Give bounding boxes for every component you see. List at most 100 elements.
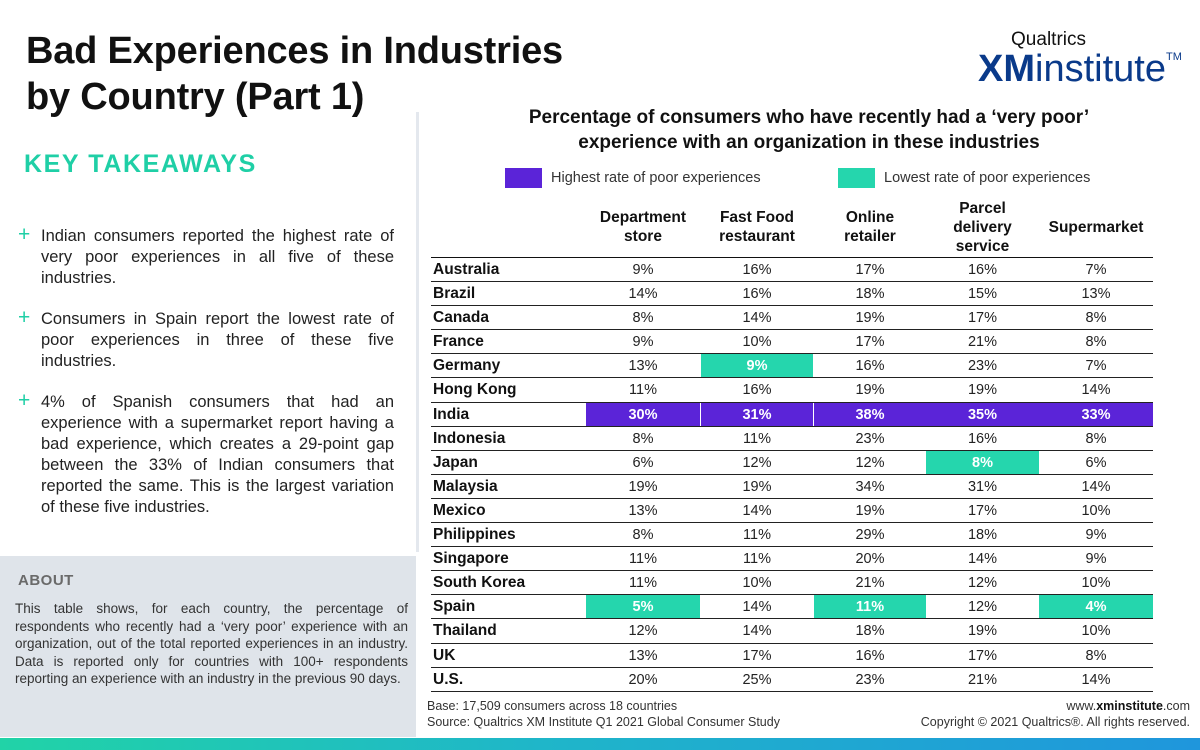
table-row: France 9% 10% 17% 21% 8%: [431, 330, 1153, 355]
value-cell: 19%: [855, 502, 885, 519]
value-cell: 14%: [967, 551, 998, 568]
value-cell: 9%: [632, 334, 654, 351]
value-cell: 8%: [1085, 310, 1107, 327]
table-row: Mexico 13% 14% 19% 17% 10%: [431, 499, 1153, 524]
value-cell: 6%: [632, 454, 654, 471]
value-cell: 9%: [1085, 551, 1107, 568]
value-cell: 19%: [628, 478, 658, 495]
value-cell-lowest: 5%: [586, 595, 700, 619]
table-row: Japan 6% 12% 12% 8% 6%: [431, 450, 1153, 475]
about-text: This table shows, for each country, the …: [15, 601, 408, 686]
value-cell: 16%: [742, 262, 772, 278]
copyright: Copyright © 2021 Qualtrics®. All rights …: [920, 715, 1190, 729]
country-label: France: [433, 333, 484, 351]
table-row: Hong Kong 11% 16% 19% 19% 14%: [431, 378, 1153, 403]
value-cell: 17%: [967, 647, 998, 664]
table-row: UK 13% 17% 16% 17% 8%: [431, 644, 1153, 668]
logo-xm-institute: XMinstituteTM: [978, 50, 1182, 88]
country-label: Australia: [433, 261, 500, 278]
value-cell-lowest: 9%: [701, 354, 813, 378]
value-cell: 13%: [628, 647, 658, 664]
takeaway-text: 4% of Spanish consumers that had an expe…: [41, 393, 394, 516]
logo-trademark: TM: [1165, 51, 1182, 63]
country-label: Thailand: [433, 622, 497, 640]
value-cell: 17%: [967, 310, 998, 327]
takeaway-text: Consumers in Spain report the lowest rat…: [41, 310, 394, 370]
country-label: Spain: [433, 598, 476, 616]
country-label: Singapore: [433, 550, 509, 568]
table-row: India 30% 31% 38% 35% 33%: [431, 402, 1153, 427]
value-cell: 18%: [855, 623, 885, 640]
value-cell: 9%: [1085, 527, 1107, 544]
column-header: Department store: [599, 209, 687, 245]
legend-highest-swatch: [505, 168, 542, 188]
value-cell: 11%: [743, 430, 771, 447]
value-cell: 20%: [855, 551, 885, 568]
value-cell: 8%: [1085, 647, 1107, 664]
value-cell: 19%: [967, 623, 998, 640]
column-header: Online retailer: [844, 209, 896, 245]
page-title-line-2: by Country (Part 1): [26, 76, 365, 118]
chart-legend: Highest rate of poor experiences Lowest …: [505, 168, 1125, 190]
table-row: Australia 9% 16% 17% 16% 7%: [431, 258, 1153, 283]
table-row: Indonesia 8% 11% 23% 16% 8%: [431, 427, 1153, 451]
value-cell: 16%: [742, 382, 772, 399]
footer-notes: Base: 17,509 consumers across 18 countri…: [427, 698, 780, 730]
value-cell: 23%: [967, 358, 998, 375]
takeaways-list: + Indian consumers reported the highest r…: [18, 224, 394, 538]
value-cell: 13%: [628, 358, 658, 375]
value-cell: 14%: [742, 599, 772, 616]
value-cell: 14%: [1081, 382, 1111, 399]
value-cell: 23%: [855, 671, 885, 688]
plus-icon: +: [18, 306, 31, 329]
country-label: Japan: [433, 453, 478, 471]
value-cell: 8%: [632, 527, 654, 544]
value-cell-highest: 30%: [586, 402, 700, 426]
value-cell: 17%: [742, 647, 772, 664]
table-row: Brazil 14% 16% 18% 15% 13%: [431, 282, 1153, 307]
value-cell: 11%: [629, 575, 657, 592]
table-row: Thailand 12% 14% 18% 19% 10%: [431, 619, 1153, 644]
value-cell: 17%: [855, 262, 885, 278]
table-row: Philippines 8% 11% 29% 18% 9%: [431, 523, 1153, 548]
value-cell-highest: 31%: [701, 402, 813, 426]
legend-highest-label: Highest rate of poor experiences: [551, 170, 761, 186]
source-note: Source: Qualtrics XM Institute Q1 2021 G…: [427, 715, 780, 729]
country-label: India: [433, 405, 470, 423]
footer-right: www.xminstitute.com Copyright © 2021 Qua…: [921, 698, 1190, 730]
value-cell: 8%: [632, 430, 654, 447]
value-cell: 31%: [967, 478, 998, 495]
website-link[interactable]: www.xminstitute.com: [921, 698, 1190, 714]
value-cell: 7%: [1085, 262, 1107, 278]
value-cell: 19%: [855, 310, 885, 327]
takeaway-item: +4% of Spanish consumers that had an exp…: [18, 390, 394, 518]
value-cell: 16%: [855, 647, 885, 664]
table-row: Singapore 11% 11% 20% 14% 9%: [431, 547, 1153, 572]
value-cell: 16%: [742, 286, 772, 303]
takeaway-item: + Consumers in Spain report the lowest ra…: [18, 306, 394, 372]
qualtrics-xm-institute-logo: Qualtrics XMinstituteTM: [978, 30, 1182, 89]
value-cell: 18%: [855, 286, 885, 303]
table-row: Malaysia 19% 19% 34% 31% 14%: [431, 475, 1153, 499]
column-header: Supermarket: [1048, 218, 1144, 236]
value-cell: 14%: [742, 310, 772, 327]
value-cell: 14%: [742, 623, 772, 640]
country-label: Malaysia: [433, 477, 498, 495]
value-cell: 10%: [742, 334, 772, 351]
table-header: Department store Fast Food restaurant Onli…: [431, 196, 1153, 258]
value-cell: 13%: [1081, 286, 1111, 303]
legend-lowest: Lowest rate of poor experiences: [838, 168, 1090, 188]
value-cell: 29%: [855, 527, 885, 544]
value-cell: 10%: [1081, 623, 1111, 640]
table-row: Germany 13% 9% 16% 23% 7%: [431, 354, 1153, 379]
page-title-line-1: Bad Experiences in Industries: [26, 30, 563, 72]
value-cell: 21%: [967, 334, 998, 351]
country-label: Germany: [433, 357, 501, 375]
value-cell: 9%: [632, 262, 654, 278]
country-label: South Korea: [433, 574, 526, 592]
value-cell: 18%: [967, 527, 998, 544]
bottom-gradient-bar: [0, 738, 1200, 750]
value-cell: 25%: [742, 671, 772, 688]
value-cell: 8%: [1085, 334, 1107, 351]
value-cell: 20%: [628, 671, 658, 688]
